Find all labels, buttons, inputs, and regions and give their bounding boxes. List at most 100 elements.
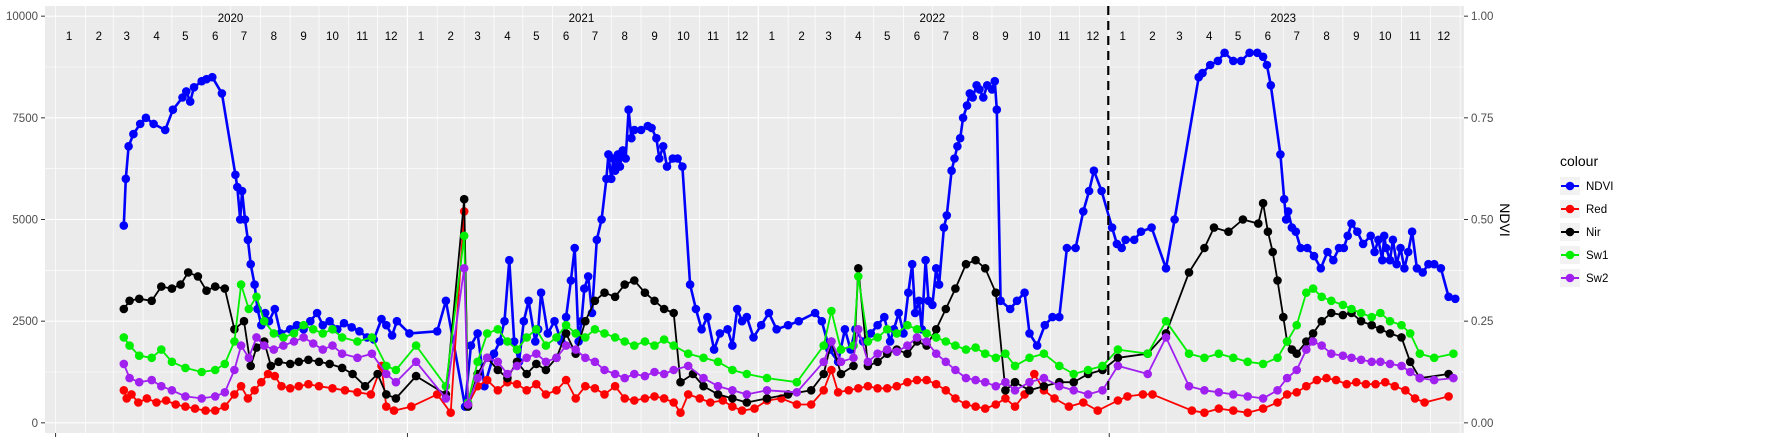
data-point (240, 215, 250, 224)
data-point (1282, 390, 1292, 399)
data-point (699, 381, 708, 391)
data-point (590, 296, 600, 306)
data-point (991, 288, 1001, 298)
data-point (561, 312, 571, 322)
data-point (1309, 251, 1319, 261)
data-point (1184, 268, 1194, 277)
data-point (519, 316, 529, 326)
data-point (987, 85, 997, 94)
data-point (941, 304, 951, 314)
data-point (597, 215, 606, 224)
data-point (328, 384, 337, 393)
data-point (991, 381, 1001, 391)
data-point (953, 142, 962, 151)
data-point (882, 384, 892, 393)
y-tick-label-left: 2500 (12, 316, 38, 328)
data-point (1283, 207, 1293, 216)
data-point (1025, 353, 1034, 363)
data-point (121, 174, 131, 184)
year-labels: 2020 2021 2022 2023 (218, 13, 1296, 25)
data-point (931, 264, 941, 273)
data-point (854, 272, 863, 281)
data-point (873, 333, 882, 342)
data-point (339, 318, 349, 328)
data-point (620, 337, 629, 346)
data-point (1136, 227, 1146, 236)
data-point (659, 394, 669, 403)
data-point (1048, 312, 1057, 322)
data-point (314, 357, 324, 367)
data-point (1148, 390, 1157, 399)
data-point (1170, 215, 1179, 224)
data-point (1397, 333, 1406, 342)
data-point (792, 400, 802, 409)
data-point (1338, 351, 1348, 361)
data-point (561, 375, 571, 385)
data-point (627, 133, 636, 143)
data-point (161, 396, 171, 405)
month-label: 7 (241, 31, 247, 43)
data-point (1347, 353, 1356, 363)
data-point (328, 341, 337, 350)
y-tick-label-left: 7500 (12, 113, 38, 125)
data-point (382, 361, 391, 371)
data-point (827, 306, 836, 316)
year-label: 2020 (218, 13, 244, 25)
data-point (1040, 320, 1050, 330)
data-point (183, 268, 193, 277)
data-point (1097, 186, 1106, 196)
data-point (863, 357, 873, 367)
data-point (1055, 312, 1064, 322)
data-point (246, 361, 255, 371)
data-point (382, 390, 391, 399)
data-point (742, 398, 752, 407)
data-point (489, 349, 499, 359)
data-point (1093, 406, 1102, 415)
series-ndvi (119, 48, 1460, 411)
data-point (1317, 292, 1326, 302)
data-point (1338, 310, 1348, 320)
data-point (1200, 408, 1209, 418)
data-point (1224, 227, 1233, 236)
data-point (493, 357, 503, 367)
data-point (285, 359, 295, 369)
data-point (185, 97, 195, 106)
data-point (1405, 357, 1415, 367)
data-point (236, 341, 246, 350)
month-label: 5 (182, 31, 188, 43)
data-point (1327, 296, 1336, 306)
data-point (934, 280, 944, 289)
month-label: 8 (972, 31, 978, 43)
data-point (318, 345, 328, 354)
data-point (695, 394, 704, 403)
data-point (1429, 353, 1439, 363)
data-point (1001, 386, 1010, 395)
data-point (373, 369, 382, 379)
data-point (566, 276, 576, 285)
data-point (1449, 373, 1458, 383)
data-point (304, 379, 313, 389)
data-point (792, 377, 802, 387)
data-point (1138, 390, 1148, 399)
data-point (961, 400, 971, 409)
data-point (1010, 402, 1020, 411)
data-point (532, 349, 541, 359)
data-point (854, 384, 863, 393)
data-point (904, 288, 913, 298)
data-point (1069, 377, 1078, 387)
data-point (1243, 357, 1252, 367)
data-point (669, 308, 678, 318)
legend-key-point (1565, 181, 1575, 191)
data-point (840, 325, 850, 334)
data-point (931, 379, 941, 389)
data-point (1308, 284, 1318, 293)
data-point (1323, 247, 1332, 257)
data-point (1030, 369, 1039, 379)
data-point (1405, 329, 1415, 338)
data-point (1273, 386, 1282, 395)
data-point (1184, 381, 1194, 391)
data-point (493, 325, 503, 334)
data-point (1025, 329, 1034, 338)
data-point (1143, 349, 1152, 359)
data-point (1356, 308, 1366, 318)
